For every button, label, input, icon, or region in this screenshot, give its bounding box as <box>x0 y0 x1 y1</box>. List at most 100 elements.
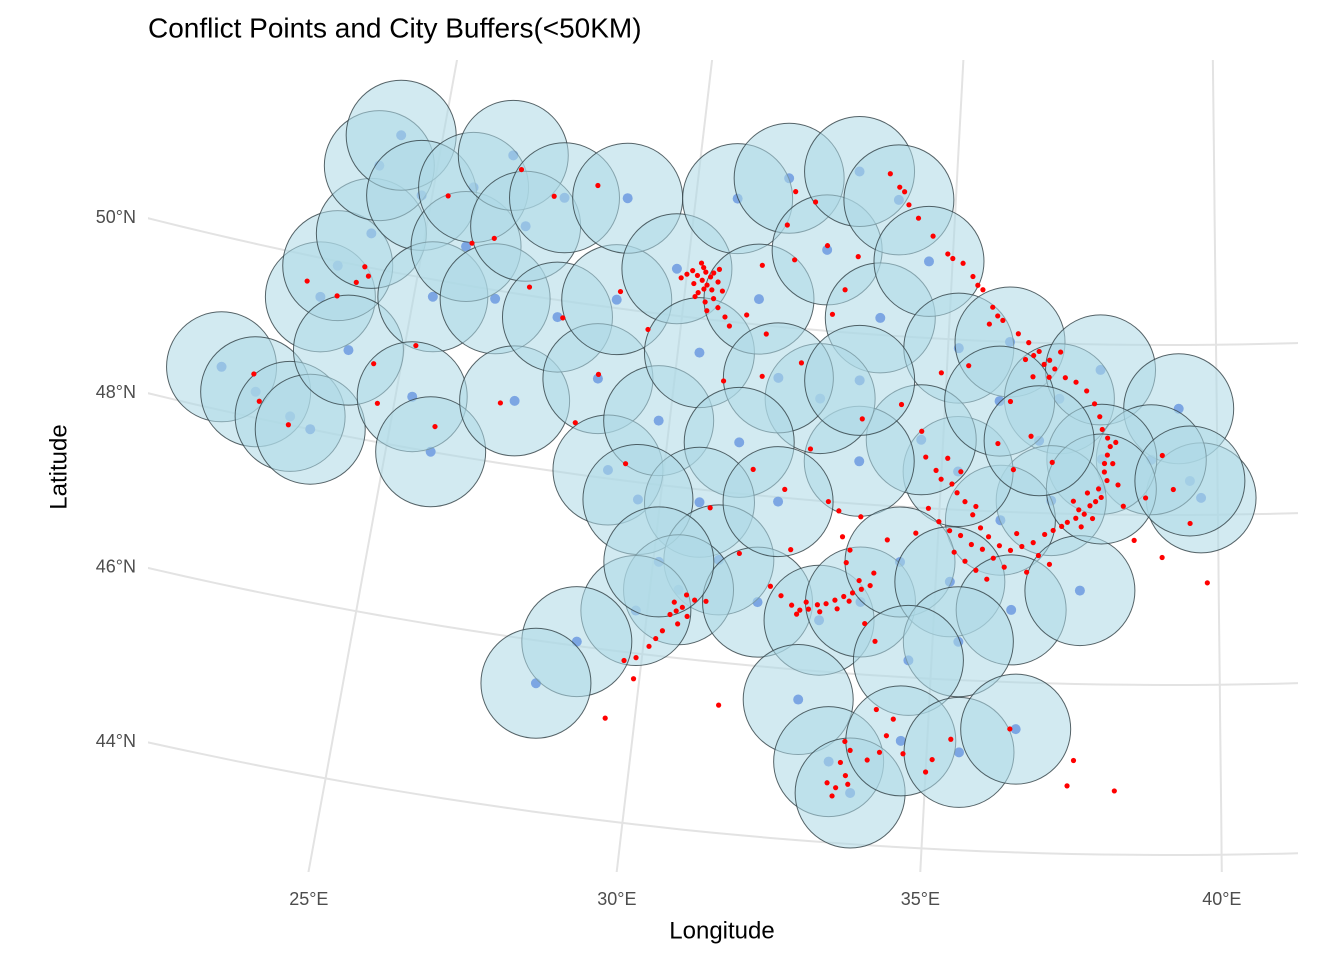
conflict-point <box>960 260 966 266</box>
conflict-point <box>945 251 951 257</box>
conflict-point <box>744 312 750 318</box>
conflict-point <box>788 547 794 553</box>
conflict-point <box>842 287 848 293</box>
conflict-point <box>829 793 835 799</box>
conflict-point <box>824 243 831 249</box>
conflict-point <box>948 736 954 742</box>
conflict-point <box>792 257 798 263</box>
conflict-point <box>958 469 964 475</box>
conflict-point <box>1001 564 1007 570</box>
conflict-point <box>1015 331 1021 337</box>
conflict-point <box>371 361 377 367</box>
conflict-point <box>946 528 953 534</box>
conflict-point <box>970 273 976 280</box>
conflict-point <box>968 541 974 548</box>
conflict-point <box>722 314 728 320</box>
conflict-point <box>979 546 986 552</box>
conflict-point <box>923 454 929 460</box>
conflict-point <box>683 592 690 598</box>
conflict-point <box>1073 515 1079 521</box>
conflict-point <box>719 288 726 294</box>
conflict-point <box>1019 543 1025 550</box>
conflict-point <box>973 503 979 510</box>
conflict-point <box>1089 515 1096 522</box>
conflict-point <box>887 171 893 177</box>
conflict-point <box>353 279 359 285</box>
conflict-point <box>898 401 905 408</box>
conflict-point <box>703 598 709 604</box>
conflict-point <box>823 601 829 607</box>
conflict-point <box>551 193 557 199</box>
conflict-point <box>832 597 838 603</box>
city-buffer <box>1134 425 1246 537</box>
conflict-point <box>856 577 862 584</box>
conflict-point <box>1081 511 1087 517</box>
conflict-point <box>704 282 710 288</box>
conflict-point <box>1070 757 1077 764</box>
conflict-point <box>845 781 851 787</box>
conflict-point <box>858 514 864 520</box>
conflict-point <box>778 593 784 599</box>
conflict-point <box>812 199 819 205</box>
city-buffer <box>603 506 715 618</box>
conflict-point <box>977 525 984 531</box>
conflict-point <box>855 254 861 260</box>
conflict-point <box>936 519 942 525</box>
conflict-point <box>1095 486 1102 492</box>
conflict-point <box>1104 452 1110 458</box>
conflict-point <box>715 279 721 285</box>
conflict-point <box>849 590 856 596</box>
conflict-point <box>847 547 853 553</box>
conflict-point <box>1101 460 1108 467</box>
conflict-point <box>842 772 848 779</box>
conflict-point <box>933 467 939 474</box>
conflict-point <box>824 780 830 786</box>
conflict-point <box>1099 426 1105 433</box>
conflict-point <box>675 621 681 627</box>
conflict-point <box>839 534 846 540</box>
conflict-point <box>1111 788 1117 794</box>
conflict-point <box>602 715 608 721</box>
conflict-point <box>684 271 690 277</box>
conflict-point <box>996 543 1003 549</box>
conflict-point <box>842 738 848 745</box>
conflict-point <box>365 273 372 279</box>
conflict-point <box>1070 498 1076 504</box>
conflict-point <box>1007 726 1013 732</box>
conflict-point <box>1035 552 1042 559</box>
conflict-point <box>716 266 723 272</box>
conflict-point <box>716 702 722 708</box>
conflict-point <box>841 593 847 600</box>
conflict-point <box>1092 499 1099 505</box>
conflict-point <box>975 282 981 288</box>
conflict-point <box>1007 398 1014 405</box>
conflict-point <box>1030 540 1036 546</box>
conflict-point <box>707 505 713 511</box>
city-buffer <box>804 324 916 436</box>
conflict-point <box>763 331 769 337</box>
city-buffer <box>983 385 1095 497</box>
conflict-point <box>862 620 868 627</box>
conflict-point <box>825 498 831 505</box>
x-axis-label: Longitude <box>669 917 774 944</box>
conflict-point <box>617 288 624 295</box>
conflict-point <box>1022 356 1029 363</box>
conflict-point <box>1115 482 1121 488</box>
conflict-point <box>1000 317 1006 323</box>
conflict-point <box>362 264 368 270</box>
conflict-point <box>1120 503 1126 509</box>
conflict-point <box>930 233 936 239</box>
y-tick-label: 48°N <box>96 382 136 402</box>
conflict-point <box>759 262 765 268</box>
conflict-point <box>834 606 840 612</box>
conflict-point <box>1007 547 1014 553</box>
conflict-point <box>966 363 972 369</box>
conflict-point <box>1052 366 1058 372</box>
conflict-point <box>701 286 707 292</box>
conflict-point <box>671 599 677 605</box>
conflict-point <box>1030 374 1036 380</box>
conflict-point <box>913 530 919 536</box>
conflict-point <box>873 706 879 713</box>
conflict-point <box>708 274 714 280</box>
conflict-point <box>679 604 685 610</box>
